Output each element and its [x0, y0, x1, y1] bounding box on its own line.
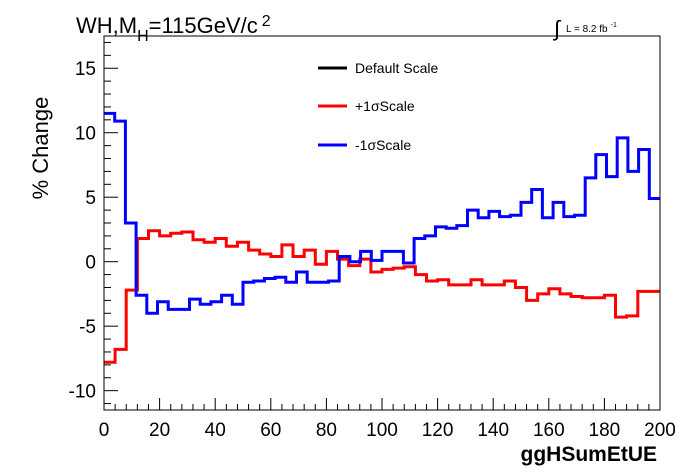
series-plus-1-sigma	[104, 229, 660, 364]
legend-label-default: Default Scale	[355, 60, 438, 76]
legend: Default Scale +1σScale -1σScale	[318, 60, 438, 153]
x-tick-label: 160	[533, 420, 565, 441]
x-tick-label: 200	[644, 420, 676, 441]
x-tick-label: 80	[316, 420, 337, 441]
series-lines	[104, 111, 660, 364]
title-sup: 2	[262, 13, 271, 30]
legend-label-minus: -1σScale	[355, 137, 411, 153]
x-tick-label: 120	[422, 420, 454, 441]
x-tick-label: 40	[205, 420, 226, 441]
y-axis-title: % Change	[28, 97, 53, 200]
lumi-sup: -1	[611, 22, 617, 29]
title-rest: =115GeV/c	[149, 13, 258, 38]
y-tick-label: 5	[85, 188, 96, 209]
tick-labels: 0 20 40 60 80 100 120 140 160 180 200 -10 -5 0 5 10 15	[69, 59, 676, 441]
x-tick-label: 180	[589, 420, 621, 441]
lumi-integral: ∫	[552, 16, 562, 41]
chart-title: WH,MH=115GeV/c 2	[76, 13, 271, 45]
y-tick-label: -5	[79, 317, 96, 338]
x-tick-label: 140	[477, 420, 509, 441]
title-sub: H	[137, 28, 149, 45]
x-tick-label: 100	[366, 420, 398, 441]
title-main: WH,M	[76, 13, 137, 38]
x-tick-label: 60	[260, 420, 281, 441]
x-tick-label: 20	[149, 420, 170, 441]
y-tick-label: 10	[75, 124, 96, 145]
lumi-text: L = 8.2 fb	[566, 24, 608, 35]
legend-label-plus: +1σScale	[355, 98, 415, 114]
plot-frame	[103, 35, 661, 411]
series-minus-1-sigma	[104, 111, 660, 315]
y-tick-label: 0	[85, 253, 96, 274]
x-axis-title: ggHSumEtUE	[521, 443, 658, 466]
y-tick-label: 15	[75, 59, 96, 80]
lumi-label: L = 8.2 fb -1	[566, 22, 617, 35]
x-tick-label: 0	[99, 420, 110, 441]
y-tick-label: -10	[69, 382, 96, 403]
axis-ticks	[103, 41, 661, 410]
